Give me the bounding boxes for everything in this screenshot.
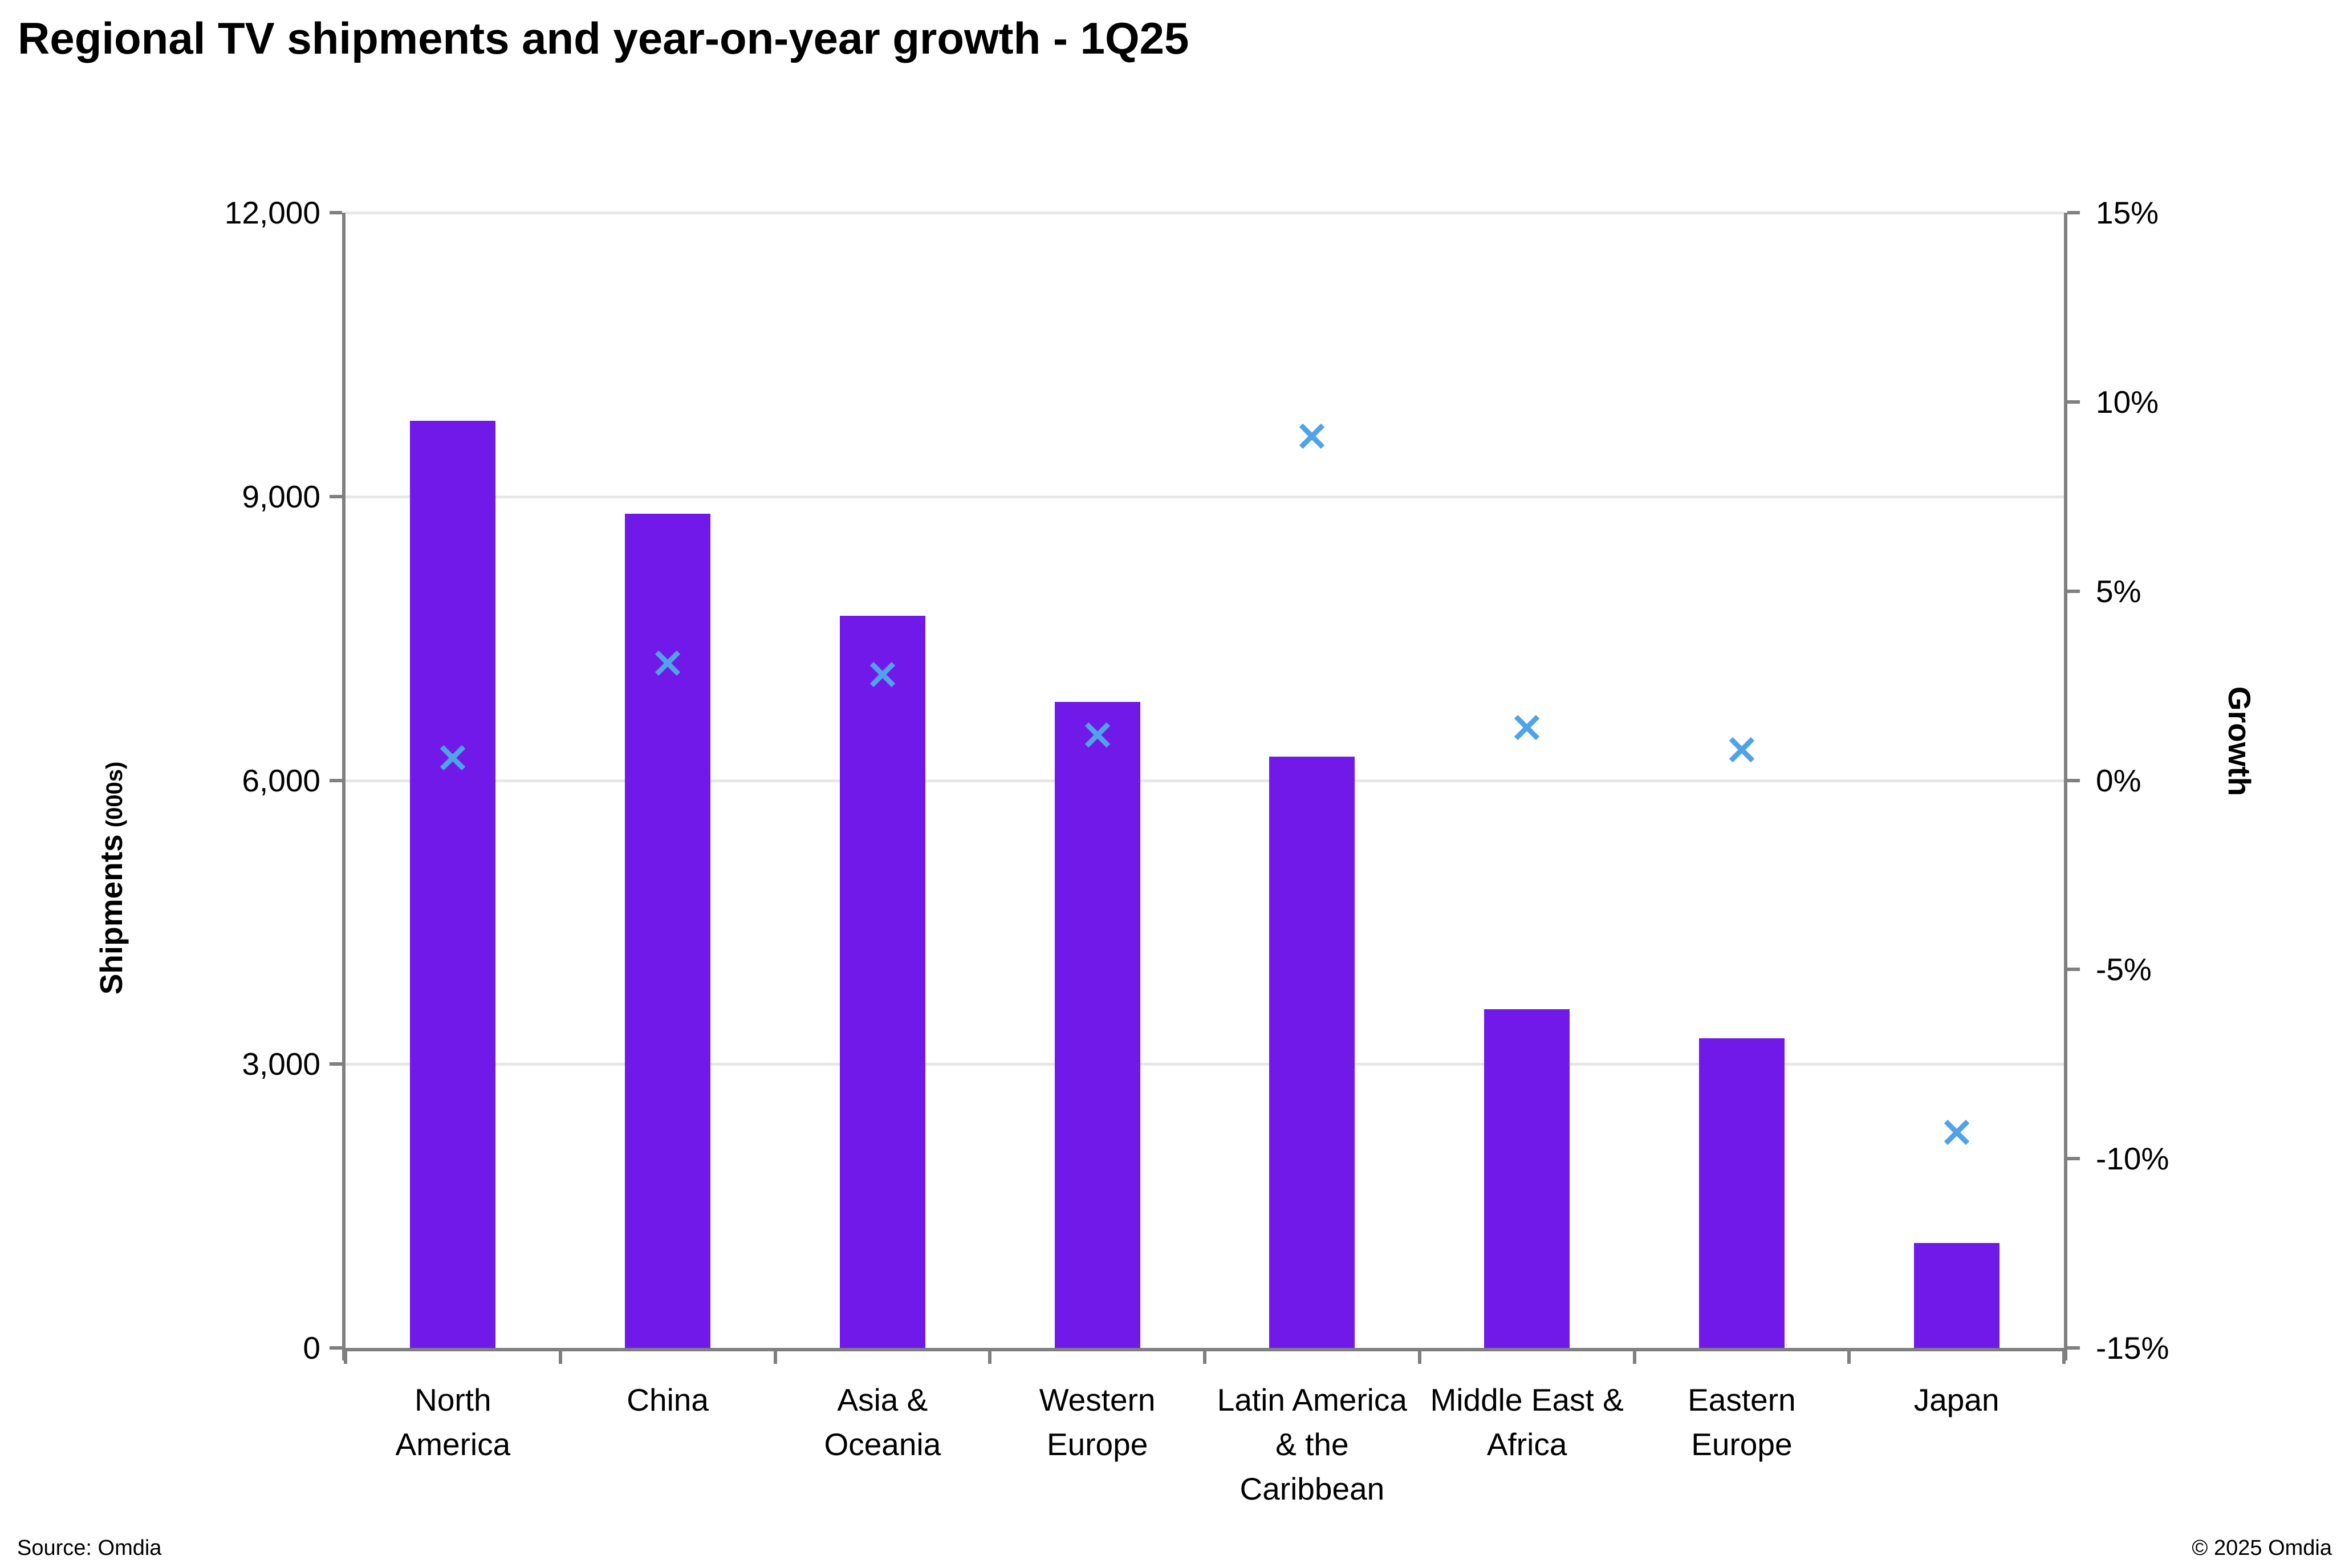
right-axis-tick-label: -5%: [2096, 952, 2152, 988]
left-axis-line: [342, 213, 346, 1360]
x-axis-tick: [773, 1351, 777, 1364]
x-axis-tick: [1203, 1351, 1206, 1364]
left-axis-title-unit: (000s): [102, 761, 127, 828]
category-label: Western Europe: [1039, 1382, 1156, 1462]
right-axis-tick: [2067, 778, 2080, 782]
left-axis-tick-label: 12,000: [224, 195, 320, 230]
chart-title: Regional TV shipments and year-on-year g…: [18, 13, 1189, 63]
x-axis-tick: [1417, 1351, 1421, 1364]
growth-x-marker: [1729, 737, 1755, 763]
category-label: China: [627, 1382, 709, 1417]
right-axis-tick: [2067, 968, 2080, 972]
x-axis-tick: [1847, 1351, 1851, 1364]
source-note: Source: Omdia: [17, 1536, 162, 1560]
right-axis-tick: [2067, 400, 2080, 404]
shipments-bar: [839, 615, 925, 1348]
plot-area: 12,000 9,000 6,000 3,000 0 15% 10% 5% 0% -5% -10% -…: [225, 195, 2169, 1506]
right-axis-tick-label: 0%: [2096, 762, 2141, 798]
right-axis-tick-label: -10%: [2096, 1141, 2169, 1177]
right-axis-tick: [2067, 589, 2080, 593]
x-axis-tick: [344, 1351, 347, 1364]
gridline: [346, 1063, 2064, 1066]
category-label: Latin America & the Caribbean: [1217, 1382, 1407, 1506]
bottom-axis-line: [342, 1348, 2067, 1351]
left-axis-tick: [330, 494, 342, 498]
x-axis-tick: [1632, 1351, 1636, 1364]
x-axis-tick: [558, 1351, 562, 1364]
left-axis-tick-label: 0: [303, 1330, 320, 1366]
gridline: [346, 212, 2064, 214]
x-axis-tick: [988, 1351, 992, 1364]
category-label: Eastern Europe: [1688, 1382, 1796, 1462]
shipments-bar: [1484, 1009, 1570, 1348]
right-axis-tick-label: 15%: [2096, 195, 2159, 230]
growth-x-marker: [1944, 1119, 1969, 1145]
category-label: North America: [395, 1382, 511, 1462]
left-axis-tick-label: 6,000: [242, 762, 320, 798]
right-axis-tick-label: 5%: [2096, 573, 2141, 609]
right-axis-title: Growth: [2222, 686, 2257, 797]
right-axis-tick: [2067, 1346, 2080, 1350]
left-axis-title-text: Shipments: [94, 834, 129, 995]
gridline: [346, 779, 2064, 782]
shipments-bar: [1269, 757, 1355, 1348]
gridline: [346, 495, 2064, 498]
shipments-bar: [625, 513, 711, 1348]
left-axis-tick: [330, 778, 342, 782]
growth-x-marker: [655, 650, 681, 676]
shipments-bar: [1913, 1242, 2000, 1348]
growth-x-marker: [1514, 714, 1540, 740]
right-axis-tick: [2067, 211, 2080, 214]
shipments-bar: [1054, 701, 1140, 1348]
shipments-bar: [1698, 1038, 1785, 1348]
left-axis-tick: [330, 1062, 342, 1066]
growth-x-marker: [1084, 722, 1110, 748]
growth-x-marker: [1299, 423, 1325, 449]
growth-x-marker: [440, 745, 466, 770]
right-axis-line: [2064, 213, 2067, 1360]
left-axis-tick: [330, 1346, 342, 1350]
shipments-bar: [410, 421, 496, 1348]
right-axis-tick-label: 10%: [2096, 384, 2159, 420]
x-axis-tick: [2062, 1351, 2066, 1364]
left-axis-tick-label: 9,000: [242, 478, 320, 514]
right-axis-tick: [2067, 1157, 2080, 1161]
growth-x-marker: [869, 661, 896, 687]
right-axis-tick-label: -15%: [2096, 1330, 2169, 1366]
left-axis-tick: [330, 211, 342, 214]
left-axis-title: Shipments (000s): [93, 762, 129, 995]
copyright-note: © 2025 Omdia: [2192, 1536, 2332, 1560]
category-label: Japan: [1913, 1382, 2000, 1417]
category-label: Asia & Oceania: [824, 1382, 941, 1462]
left-axis-tick-label: 3,000: [242, 1046, 320, 1082]
category-label: Middle East & Africa: [1430, 1382, 1624, 1462]
